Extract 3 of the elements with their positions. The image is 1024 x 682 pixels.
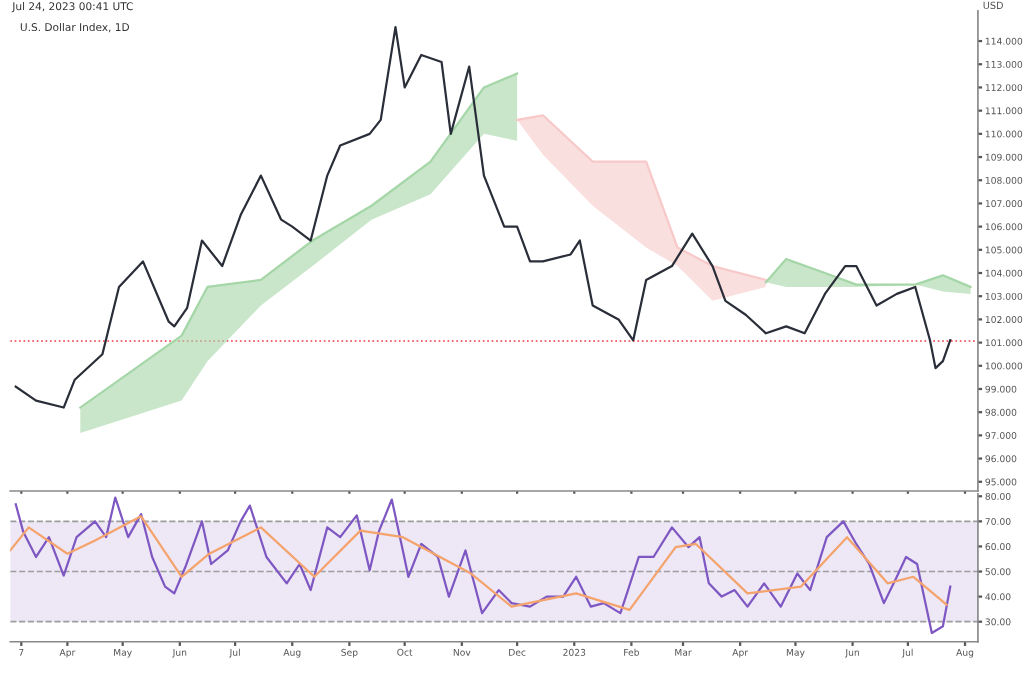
line-series — [10, 515, 948, 612]
line-series — [14, 26, 952, 409]
line-series — [14, 496, 952, 635]
